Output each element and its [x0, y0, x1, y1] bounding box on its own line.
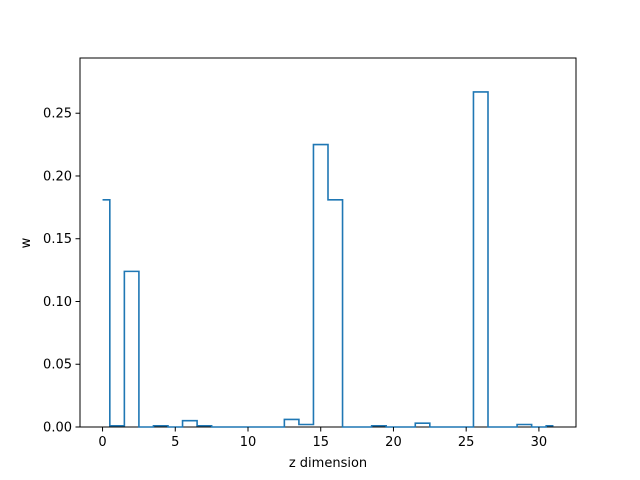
- plot-frame: [79, 57, 577, 428]
- x-axis-label: z dimension: [289, 456, 367, 471]
- y-tick-label: 0.15: [43, 232, 72, 247]
- x-tick-label: 25: [458, 435, 475, 450]
- y-tick-label: 0.05: [43, 358, 72, 373]
- x-tick-label: 0: [98, 435, 106, 450]
- series-line-0: [102, 91, 554, 428]
- y-tick-label: 0.10: [43, 295, 72, 310]
- x-tick-label: 10: [240, 435, 257, 450]
- x-axis: 0 5 10 15 20 25 30: [98, 427, 547, 450]
- plot-area: [79, 57, 577, 428]
- x-tick-label: 5: [171, 435, 179, 450]
- y-axis-label: w: [19, 237, 34, 248]
- y-tick-label: 0.00: [43, 421, 72, 436]
- y-tick-label: 0.20: [43, 169, 72, 184]
- x-tick-label: 20: [385, 435, 402, 450]
- series-layer: [102, 91, 554, 428]
- y-axis: 0.00 0.05 0.10 0.15 0.20 0.25: [43, 107, 80, 436]
- x-tick-label: 15: [312, 435, 329, 450]
- x-tick-label: 30: [531, 435, 548, 450]
- y-tick-label: 0.25: [43, 107, 72, 122]
